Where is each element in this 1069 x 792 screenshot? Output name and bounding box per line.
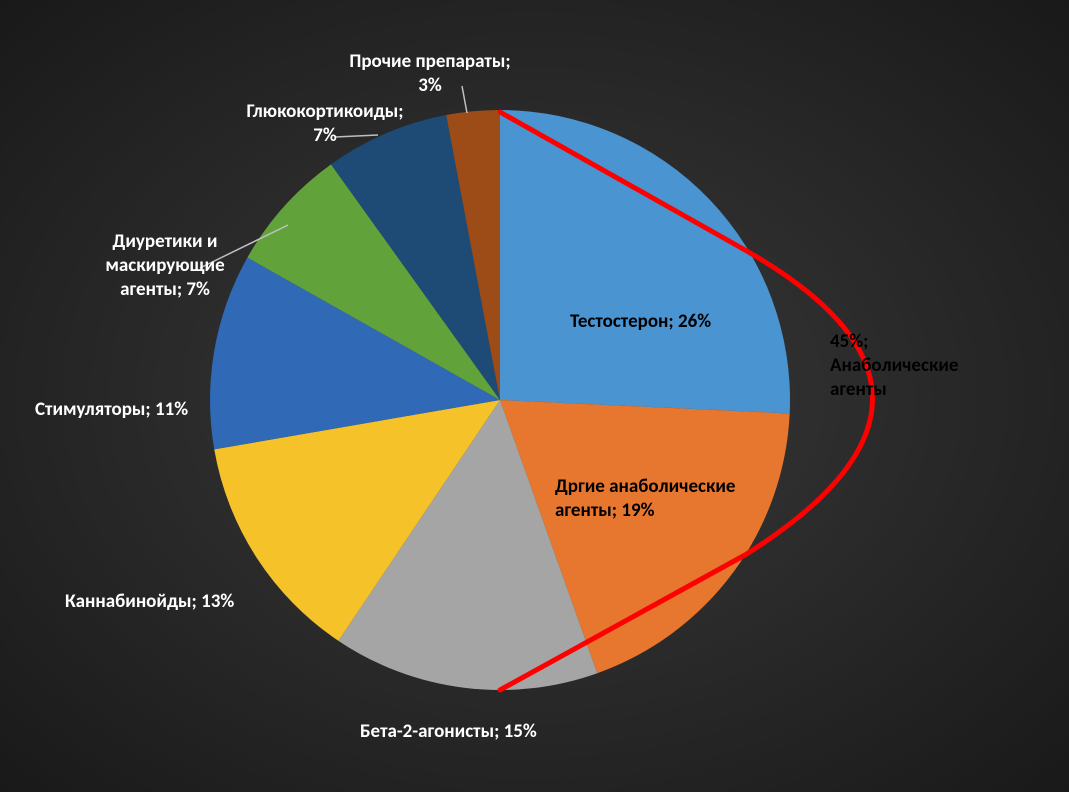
annotation-label: 45%; Анаболические агенты bbox=[830, 330, 958, 401]
label-stimulants: Стимуляторы; 11% bbox=[35, 398, 188, 422]
label-diuretics: Диуретики и маскирующие агенты; 7% bbox=[80, 230, 250, 301]
label-testosterone: Тестостерон; 26% bbox=[570, 310, 711, 334]
label-glucocorticoids: Глюкокортикоиды; 7% bbox=[215, 100, 435, 148]
label-other: Прочие препараты; 3% bbox=[320, 50, 540, 98]
label-beta2: Бета-2-агонисты; 15% bbox=[360, 720, 537, 744]
label-other_anabolic: Дргие анаболические агенты; 19% bbox=[555, 475, 736, 523]
pie-chart: Тестостерон; 26% Дргие анаболические аген… bbox=[0, 0, 1069, 792]
label-cannabinoids: Каннабинойды; 13% bbox=[65, 590, 234, 614]
